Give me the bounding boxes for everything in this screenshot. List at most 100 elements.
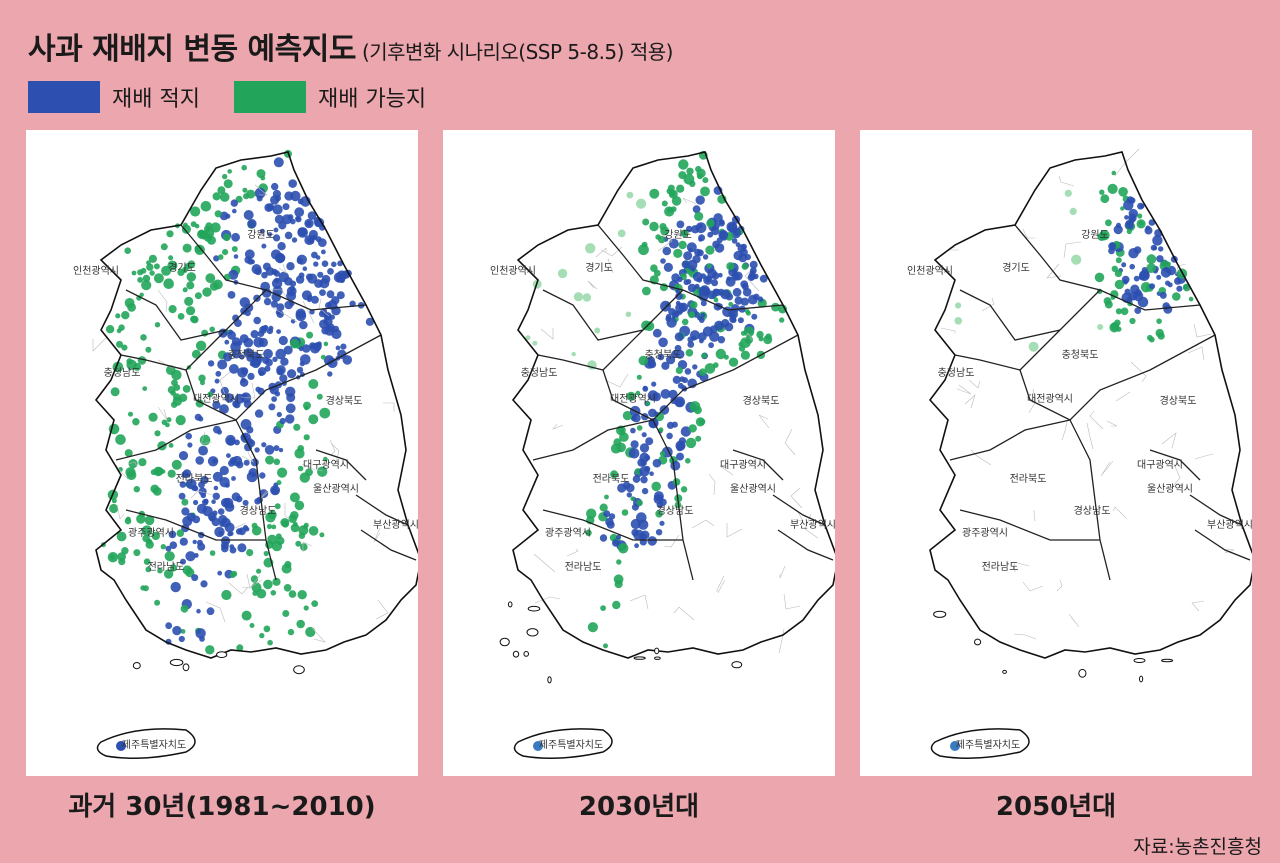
district-line	[1224, 548, 1235, 554]
province-border	[1189, 494, 1243, 526]
province-border	[652, 419, 694, 581]
suitable-zone-patch	[196, 608, 201, 614]
possible-zone-patch	[140, 267, 147, 274]
possible-zone-patch	[586, 508, 597, 519]
suitable-zone-patch	[1164, 266, 1170, 273]
district-line	[1013, 561, 1030, 573]
suitable-zone-patch	[271, 396, 277, 402]
possible-zone-patch	[1188, 296, 1194, 302]
district-line	[964, 394, 976, 409]
possible-zone-patch	[141, 280, 152, 291]
region-label: 광주광역시	[962, 527, 1008, 539]
suitable-zone-patch	[327, 268, 334, 275]
suitable-zone-patch	[702, 254, 709, 260]
possible-zone-patch	[171, 459, 182, 470]
suitable-zone-patch	[300, 354, 311, 365]
region-label: 광주광역시	[128, 527, 174, 539]
possible-zone-patch	[678, 240, 687, 250]
suitable-zone-patch	[296, 366, 304, 374]
possible-zone-patch	[658, 235, 666, 244]
possible-zone-patch	[688, 424, 697, 433]
suitable-zone-patch	[211, 499, 216, 505]
suitable-zone-patch	[253, 316, 261, 325]
suitable-zone-patch	[1176, 285, 1183, 292]
district-line	[241, 579, 263, 589]
possible-zone-patch	[1118, 187, 1128, 197]
possible-zone-patch	[695, 435, 702, 442]
suitable-zone-patch	[170, 581, 181, 593]
suitable-zone-patch	[1158, 246, 1164, 252]
possible-zone-patch	[587, 622, 598, 633]
possible-zone-patch	[649, 188, 660, 199]
suitable-zone-patch	[286, 262, 295, 271]
suitable-zone-patch	[254, 409, 264, 418]
possible-zone-patch	[195, 340, 207, 351]
suitable-zone-patch	[277, 242, 286, 251]
region-label: 울산광역시	[730, 483, 776, 495]
island	[1002, 669, 1008, 674]
district-line	[1058, 175, 1075, 187]
suitable-zone-patch	[696, 277, 703, 283]
region-label: 경상북도	[1160, 394, 1197, 407]
suitable-zone-patch	[226, 437, 235, 446]
suitable-zone-patch	[658, 337, 668, 348]
legend-label-suitable: 재배 적지	[112, 87, 200, 112]
possible-zone-patch	[157, 567, 163, 574]
suitable-zone-patch	[349, 300, 356, 307]
region-label: 울산광역시	[313, 483, 359, 495]
possible-zone-patch	[689, 301, 698, 309]
possible-zone-patch	[231, 570, 238, 577]
suitable-zone-patch	[731, 272, 740, 281]
possible-zone-patch	[293, 423, 301, 431]
possible-zone-patch	[109, 554, 116, 560]
suitable-zone-patch	[628, 447, 640, 459]
possible-zone-patch	[290, 523, 300, 533]
possible-zone-patch	[131, 270, 137, 276]
suitable-zone-patch	[753, 273, 759, 280]
suitable-zone-patch	[747, 273, 755, 282]
suitable-zone-patch	[182, 469, 192, 478]
province-border	[954, 329, 1061, 371]
possible-zone-patch	[582, 293, 592, 302]
suitable-zone-patch	[294, 207, 305, 218]
suitable-zone-patch	[625, 483, 635, 493]
suitable-zone-patch	[652, 328, 662, 338]
district-line	[190, 490, 214, 499]
possible-zone-patch	[666, 188, 673, 195]
suitable-zone-patch	[617, 483, 627, 493]
possible-zone-patch	[1120, 206, 1125, 211]
suitable-zone-patch	[250, 330, 259, 339]
suitable-zone-patch	[239, 354, 245, 360]
suitable-zone-patch	[247, 372, 255, 380]
possible-zone-patch	[1115, 308, 1122, 315]
suitable-zone-patch	[185, 551, 196, 562]
district-line	[302, 541, 313, 552]
suitable-zone-patch	[243, 459, 250, 466]
possible-zone-patch	[626, 191, 634, 199]
possible-zone-patch	[653, 269, 661, 277]
suitable-zone-patch	[229, 364, 239, 374]
region-label: 대구광역시	[1137, 459, 1183, 471]
region-label: 제주특별자치도	[122, 739, 186, 751]
possible-zone-patch	[1064, 189, 1072, 197]
district-line	[1086, 422, 1094, 450]
suitable-zone-patch	[687, 259, 698, 271]
district-line	[219, 371, 231, 396]
suitable-zone-patch	[728, 309, 739, 319]
suitable-zone-patch	[228, 269, 239, 280]
suitable-zone-patch	[264, 365, 271, 372]
district-line	[758, 414, 770, 429]
possible-zone-patch	[137, 277, 143, 283]
possible-zone-patch	[146, 263, 154, 271]
province-border	[115, 419, 237, 461]
district-line	[157, 359, 184, 369]
region-label: 제주특별자치도	[539, 739, 603, 751]
suitable-zone-patch	[678, 437, 687, 445]
region-label: 전라북도	[1010, 473, 1047, 485]
possible-zone-patch	[678, 159, 689, 170]
suitable-zone-patch	[313, 261, 319, 267]
suitable-zone-patch	[275, 348, 286, 360]
possible-zone-patch	[303, 434, 310, 441]
possible-zone-patch	[153, 466, 163, 477]
